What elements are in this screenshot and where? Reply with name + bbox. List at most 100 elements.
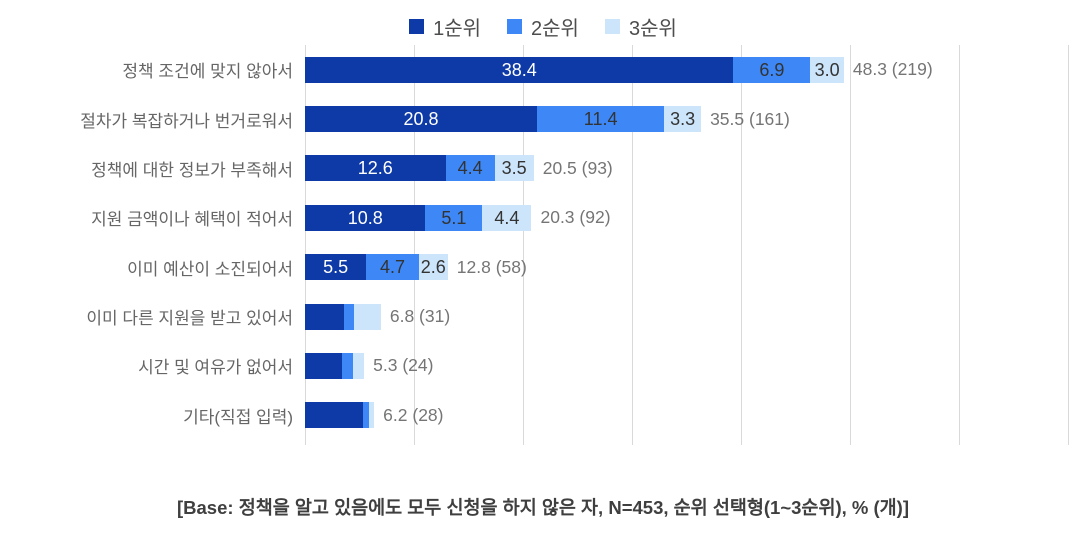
chart-row: 시간 및 여유가 없어서 5.3 (24) xyxy=(0,341,1086,390)
total-label: 6.2 (28) xyxy=(383,404,444,425)
stacked-bar: 12.6 4.4 3.5 xyxy=(305,155,534,182)
bar-segment-1순위 xyxy=(305,402,363,429)
total-label: 48.3 (219) xyxy=(852,59,933,80)
category-label: 이미 다른 지원을 받고 있어서 xyxy=(86,309,293,329)
category-label: 절차가 복잡하거나 번거로워서 xyxy=(80,111,293,131)
bar-segment-3순위: 3.3 xyxy=(664,106,702,133)
bar-area: 10.8 5.1 4.4 20.3 (92) xyxy=(305,204,1086,231)
segment-value: 4.4 xyxy=(494,207,520,228)
gridline xyxy=(523,45,524,445)
segment-value: 3.0 xyxy=(814,59,840,80)
segment-value: 4.4 xyxy=(457,158,483,179)
bar-segment-1순위: 20.8 xyxy=(305,106,538,133)
segment-value: 5.1 xyxy=(441,207,467,228)
category-label: 지원 금액이나 혜택이 적어서 xyxy=(91,210,293,230)
bar-segment-3순위 xyxy=(352,352,365,379)
total-label: 5.3 (24) xyxy=(373,355,434,376)
legend-item: 3순위 xyxy=(604,12,677,41)
category-label: 이미 예산이 소진되어서 xyxy=(127,259,293,279)
legend-swatch-icon xyxy=(507,18,523,34)
bar-area: 20.8 11.4 3.3 35.5 (161) xyxy=(305,106,1086,133)
plot-area: 정책 조건에 맞지 않아서 38.4 6.9 3.0 48.3 (219) 절차가 복잡하… xyxy=(0,45,1086,445)
total-label: 6.8 (31) xyxy=(389,306,451,327)
bar-segment-2순위 xyxy=(363,402,369,429)
stacked-bar: 5.5 4.7 2.6 xyxy=(305,254,448,281)
bar-area: 5.3 (24) xyxy=(305,352,1086,379)
segment-value: 12.6 xyxy=(357,158,393,179)
total-label: 20.5 (93) xyxy=(542,157,613,178)
rows: 정책 조건에 맞지 않아서 38.4 6.9 3.0 48.3 (219) 절차가 복잡하… xyxy=(0,45,1086,440)
legend-label: 1순위 xyxy=(433,17,482,40)
legend-label: 2순위 xyxy=(531,17,579,40)
segment-value: 38.4 xyxy=(501,59,537,80)
segment-value: 4.7 xyxy=(380,257,406,278)
stacked-bar xyxy=(305,402,375,429)
legend-swatch-icon xyxy=(604,18,620,34)
legend-label: 3순위 xyxy=(628,17,677,40)
bar-area: 6.8 (31) xyxy=(305,303,1086,330)
bar-segment-2순위: 4.7 xyxy=(366,254,419,281)
bar-segment-2순위: 4.4 xyxy=(445,155,495,182)
bar-segment-1순위 xyxy=(305,352,342,379)
stacked-bar xyxy=(305,303,381,330)
chart-row: 정책 조건에 맞지 않아서 38.4 6.9 3.0 48.3 (219) xyxy=(0,45,1086,94)
stacked-bar: 20.8 11.4 3.3 xyxy=(305,106,702,133)
legend-item: 2순위 xyxy=(507,12,579,41)
segment-value: 2.6 xyxy=(420,257,446,278)
gridline xyxy=(1068,45,1069,445)
segment-value: 3.3 xyxy=(670,109,696,130)
bar-segment-1순위: 38.4 xyxy=(305,56,734,83)
gridline-layer xyxy=(305,45,1069,445)
stacked-bar xyxy=(305,352,365,379)
bar-segment-2순위: 5.1 xyxy=(425,204,483,231)
category-label: 기타(직접 입력) xyxy=(183,407,293,427)
gridline xyxy=(414,45,415,445)
chart-row: 이미 예산이 소진되어서 5.5 4.7 2.6 12.8 (58) xyxy=(0,243,1086,292)
bar-area: 38.4 6.9 3.0 48.3 (219) xyxy=(305,56,1086,83)
bar-segment-3순위 xyxy=(354,303,381,330)
bar-area: 5.5 4.7 2.6 12.8 (58) xyxy=(305,254,1086,281)
segment-value: 3.5 xyxy=(501,158,527,179)
gridline xyxy=(959,45,960,445)
legend: 1순위 2순위 3순위 xyxy=(0,12,1086,40)
bar-segment-2순위: 11.4 xyxy=(537,106,665,133)
bar-segment-3순위 xyxy=(368,402,375,429)
bar-segment-2순위 xyxy=(344,303,355,330)
stacked-bar: 38.4 6.9 3.0 xyxy=(305,56,844,83)
segment-value: 20.8 xyxy=(403,109,439,130)
bar-segment-2순위: 6.9 xyxy=(733,56,811,83)
gridline xyxy=(850,45,851,445)
chart-row: 지원 금액이나 혜택이 적어서 10.8 5.1 4.4 20.3 (92) xyxy=(0,193,1086,242)
stacked-bar: 10.8 5.1 4.4 xyxy=(305,204,532,231)
total-label: 20.3 (92) xyxy=(540,207,611,228)
chart-row: 정책에 대한 정보가 부족해서 12.6 4.4 3.5 20.5 (93) xyxy=(0,144,1086,193)
gridline xyxy=(741,45,742,445)
segment-value: 10.8 xyxy=(347,207,383,228)
bar-segment-1순위 xyxy=(305,303,345,330)
legend-item: 1순위 xyxy=(409,12,481,41)
category-label: 시간 및 여유가 없어서 xyxy=(138,358,293,378)
bar-segment-1순위: 10.8 xyxy=(305,204,426,231)
gridline xyxy=(632,45,633,445)
bar-area: 12.6 4.4 3.5 20.5 (93) xyxy=(305,155,1086,182)
legend-swatch-icon xyxy=(409,18,425,34)
base-note: [Base: 정책을 알고 있음에도 모두 신청을 하지 않은 자, N=453… xyxy=(177,497,909,518)
category-label: 정책에 대한 정보가 부족해서 xyxy=(91,160,293,180)
bar-segment-3순위: 3.0 xyxy=(810,56,844,83)
category-label: 정책 조건에 맞지 않아서 xyxy=(122,62,293,82)
bar-segment-3순위: 2.6 xyxy=(418,254,448,281)
bar-segment-3순위: 4.4 xyxy=(482,204,532,231)
segment-value: 11.4 xyxy=(583,109,618,130)
bar-segment-1순위: 12.6 xyxy=(305,155,446,182)
chart-row: 이미 다른 지원을 받고 있어서 6.8 (31) xyxy=(0,292,1086,341)
total-label: 12.8 (58) xyxy=(456,256,527,277)
segment-value: 6.9 xyxy=(759,59,785,80)
chart-row: 절차가 복잡하거나 번거로워서 20.8 11.4 3.3 35.5 (161) xyxy=(0,94,1086,143)
chart-row: 기타(직접 입력) 6.2 (28) xyxy=(0,391,1086,440)
total-label: 35.5 (161) xyxy=(710,108,790,129)
bar-segment-3순위: 3.5 xyxy=(494,155,534,182)
bar-area: 6.2 (28) xyxy=(305,402,1086,429)
gridline xyxy=(305,45,306,445)
bar-segment-1순위: 5.5 xyxy=(305,254,367,281)
